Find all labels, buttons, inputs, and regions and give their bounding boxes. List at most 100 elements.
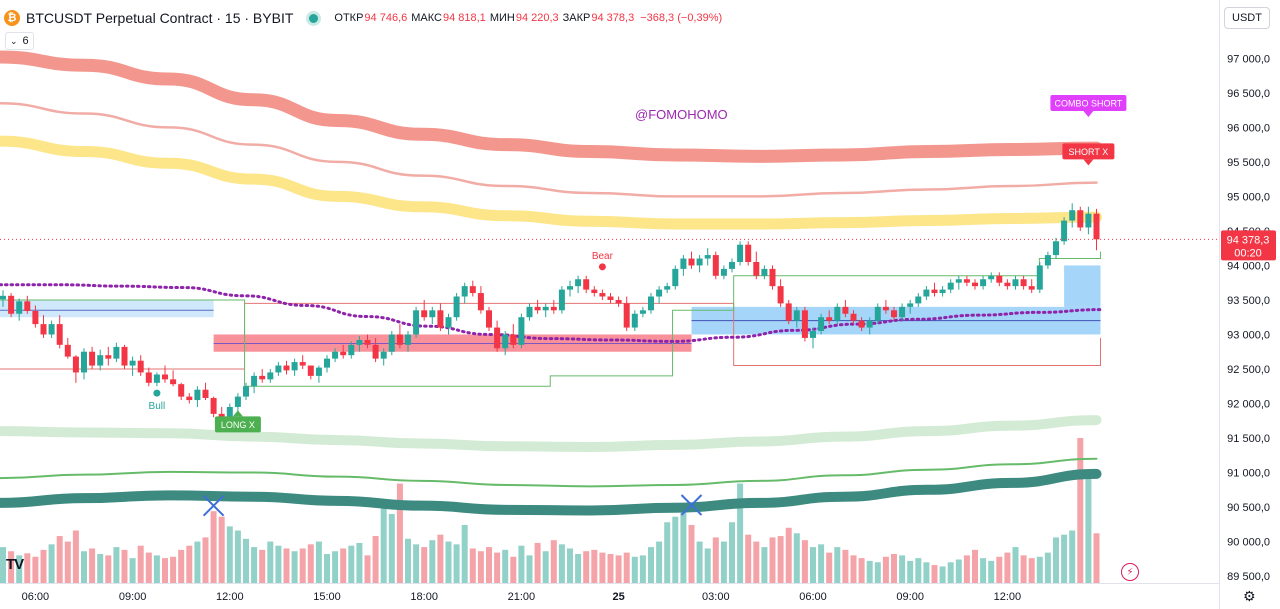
indicators-toggle-button[interactable]: ⌄ 6 xyxy=(5,32,34,50)
candle xyxy=(623,296,630,332)
candle xyxy=(1036,261,1043,294)
candle-body xyxy=(8,295,15,314)
candle xyxy=(785,299,792,325)
candle xyxy=(162,365,168,383)
volume-bar xyxy=(850,555,857,583)
time-tick-label: 12:00 xyxy=(994,591,1022,603)
candle xyxy=(32,305,39,328)
indicator-count: 6 xyxy=(22,35,29,47)
volume-bar xyxy=(834,547,841,583)
gear-icon[interactable]: ⚙ xyxy=(1243,588,1256,604)
volume-bar xyxy=(137,545,144,583)
candle-body xyxy=(1004,282,1011,287)
lightning-icon[interactable]: ⚡ xyxy=(1121,563,1139,581)
candle xyxy=(777,279,784,307)
candle-body xyxy=(64,344,71,357)
candle xyxy=(275,362,282,376)
candle-body xyxy=(696,258,703,266)
volume-bar xyxy=(1020,555,1027,583)
candle-body xyxy=(729,261,735,269)
label-pointer xyxy=(232,410,243,417)
candle-body xyxy=(1044,255,1051,266)
candle xyxy=(858,317,865,332)
volume-bar xyxy=(947,562,954,583)
candle-body xyxy=(275,365,282,373)
candle-body xyxy=(477,293,484,311)
candle xyxy=(477,286,484,314)
volume-bar xyxy=(1004,552,1011,583)
candle-body xyxy=(372,344,379,359)
volume-bar xyxy=(364,555,371,583)
candle xyxy=(1012,275,1019,290)
candle-body xyxy=(332,351,339,359)
time-tick-label: 03:00 xyxy=(702,591,730,603)
volume-bar xyxy=(332,551,339,583)
candle xyxy=(550,299,557,314)
ohlc-high-value: 94 818,1 xyxy=(442,12,486,24)
volume-bar xyxy=(801,540,808,583)
volume-bar xyxy=(129,558,136,583)
candle xyxy=(575,275,582,294)
volume-bar xyxy=(1077,438,1084,583)
time-tick-label: 18:00 xyxy=(410,591,438,603)
candle xyxy=(923,286,930,300)
candle-body xyxy=(210,397,217,414)
candle-body xyxy=(972,282,978,287)
candle xyxy=(340,344,347,359)
volume-bar xyxy=(121,549,128,583)
volume-bar xyxy=(48,544,55,583)
candle-body xyxy=(575,279,582,287)
candle-body xyxy=(421,310,428,318)
tradingview-logo[interactable]: TV xyxy=(6,556,24,573)
volume-bar xyxy=(591,549,598,583)
symbol-title[interactable]: BTCUSDT Perpetual Contract · 15 · BYBIT xyxy=(26,10,294,26)
candle xyxy=(129,356,136,376)
candle-body xyxy=(1012,279,1019,287)
volume-bar xyxy=(988,560,995,583)
candle-body xyxy=(963,279,970,283)
volume-bar xyxy=(477,551,484,583)
candle-body xyxy=(1069,210,1076,221)
volume-bar xyxy=(113,547,120,583)
volume-bar xyxy=(899,555,906,583)
time-tick-label: 21:00 xyxy=(508,591,536,603)
candle xyxy=(413,306,420,338)
volume-bar xyxy=(761,547,768,583)
volume-bar xyxy=(153,555,160,583)
volume-bar xyxy=(372,536,379,583)
volume-bar xyxy=(793,533,800,583)
candle xyxy=(648,293,654,314)
candle xyxy=(89,346,96,369)
candle xyxy=(1020,275,1027,290)
volume-bar xyxy=(583,551,590,583)
currency-selector[interactable]: USDT xyxy=(1224,7,1270,29)
volume-bar xyxy=(874,562,881,583)
candle xyxy=(988,272,995,283)
candle xyxy=(907,299,914,314)
candle-body xyxy=(129,360,136,366)
volume-bar xyxy=(915,558,922,583)
candle xyxy=(672,265,679,290)
time-tick-label: 15:00 xyxy=(313,591,341,603)
candle-body xyxy=(874,306,881,321)
candle-body xyxy=(0,295,6,300)
candle-body xyxy=(672,268,679,287)
candle-body xyxy=(810,331,816,338)
volume-bar xyxy=(64,541,71,583)
volume-bar xyxy=(858,558,865,583)
candle xyxy=(283,360,290,375)
last-price-badge xyxy=(1221,230,1276,261)
signal-annotation: Bear xyxy=(592,251,614,271)
candle xyxy=(186,393,193,404)
price-tick-label: 91 500,0 xyxy=(1227,433,1270,445)
candle-body xyxy=(591,289,598,294)
volume-bar xyxy=(1036,556,1043,583)
chart-legend-header: ₿ BTCUSDT Perpetual Contract · 15 · BYBI… xyxy=(4,8,722,28)
envelope-red xyxy=(0,302,1101,370)
candle-body xyxy=(777,286,784,304)
volume-bar xyxy=(413,544,420,583)
candle xyxy=(591,286,598,297)
volume-bar xyxy=(745,534,752,583)
volume-bar xyxy=(720,541,727,583)
